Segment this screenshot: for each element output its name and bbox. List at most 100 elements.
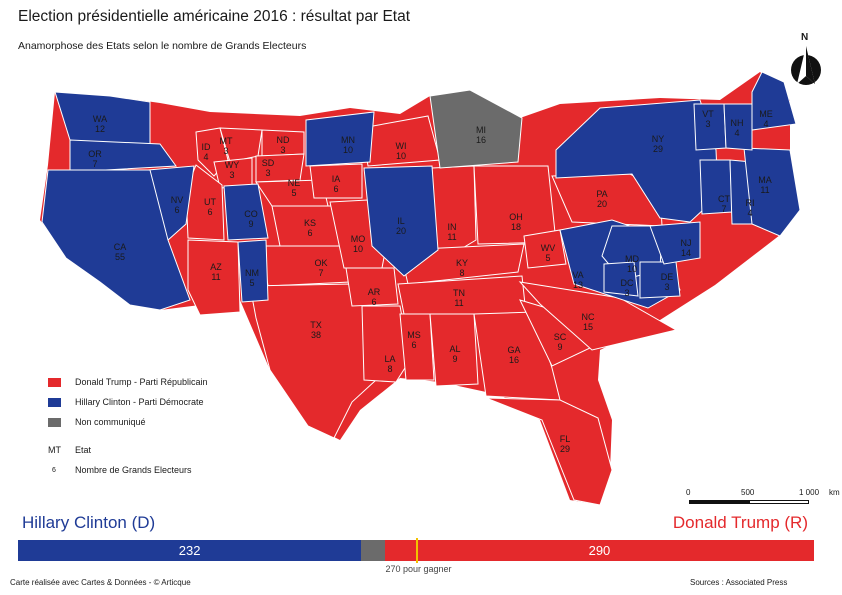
state-NC [518,281,678,351]
north-arrow-icon [791,46,821,85]
legend-dem-label: Hillary Clinton - Parti Démocrate [75,397,204,407]
state-code-MI: MI [476,125,486,135]
state-code-IN: IN [448,222,457,232]
state-ev-WI: 10 [396,151,406,161]
scale-bar: 0 500 1 000 km [686,488,842,528]
state-MI [429,89,523,169]
legend-ev: 6 Nombre de Grands Electeurs [48,460,208,480]
north-label: N [801,32,809,43]
map-title: Election présidentielle américaine 2016 … [18,8,411,25]
state-code-MA: MA [758,175,772,185]
state-code-PA: PA [596,189,607,199]
state-code-KS: KS [304,218,316,228]
state-ev-ME: 4 [763,119,768,129]
state-ev-OH: 18 [511,222,521,232]
state-code-NV: NV [171,195,184,205]
state-code-MS: MS [407,330,421,340]
state-ME [751,71,797,131]
state-code-WA: WA [93,114,107,124]
credit-text: Carte réalisée avec Cartes & Données - ©… [10,578,191,587]
state-ev-AL: 9 [452,354,457,364]
state-NH [723,103,753,151]
state-ev-ID: 4 [203,152,208,162]
state-TX [249,283,381,439]
state-ev-VT: 3 [705,119,710,129]
state-ev-WA: 12 [95,124,105,134]
state-code-AZ: AZ [210,262,222,272]
state-AR [345,267,399,307]
state-code-WY: WY [225,160,240,170]
state-code-UT: UT [204,197,216,207]
trump-votes-segment: 290 [384,540,814,561]
state-code-VA: VA [572,270,583,280]
state-code-OK: OK [314,258,327,268]
state-ev-WV: 5 [545,253,550,263]
map-subtitle: Anamorphose des Etats selon le nombre de… [18,40,307,52]
state-ev-WY: 3 [229,170,234,180]
state-ev-NE: 5 [291,188,296,198]
trump-name: Donald Trump (R) [672,513,808,532]
legend-state-code: MT [48,445,61,455]
state-MN [305,111,375,167]
clinton-name: Hillary Clinton (D) [22,513,156,532]
state-code-CT: CT [718,194,730,204]
state-code-NH: NH [731,118,744,128]
state-code-TN: TN [453,288,465,298]
scale-segment-1 [689,500,749,504]
scale-unit: km [829,488,840,497]
state-ev-AZ: 11 [211,272,220,282]
state-code-CA: CA [114,242,127,252]
state-NM [237,239,269,303]
legend-dem: Hillary Clinton - Parti Démocrate [48,392,208,412]
state-code-NY: NY [652,134,665,144]
legend-rep-swatch [48,377,61,387]
north-arrow: N [786,32,826,92]
state-ev-RI: 4 [747,208,752,218]
state-AL [429,313,479,387]
state-OR [69,139,177,173]
threshold-label: 270 pour gagner [385,564,452,574]
state-CT [699,159,733,215]
state-IL [363,165,439,277]
legend-ev-example: 6 [52,466,56,474]
state-code-AL: AL [449,344,460,354]
state-code-DC: DC [621,278,634,288]
state-code-SD: SD [262,158,275,168]
state-CA [41,169,191,311]
state-code-ME: ME [759,109,773,119]
scale-tick-500: 500 [741,488,755,497]
legend-state-label: Etat [75,445,92,455]
state-code-SC: SC [554,332,567,342]
state-ev-NC: 15 [583,322,593,332]
state-ev-MT: 3 [223,146,228,156]
state-ev-CA: 55 [115,252,125,262]
state-ev-FL: 29 [560,444,570,454]
state-ev-NH: 4 [734,128,739,138]
state-LA [361,305,411,383]
state-code-MD: MD [625,254,639,264]
state-code-MT: MT [220,136,233,146]
state-ev-MS: 6 [411,340,416,350]
state-ev-SC: 9 [557,342,562,352]
state-ev-NV: 6 [174,205,179,215]
state-MS [399,313,435,381]
state-code-FL: FL [560,434,571,444]
state-code-RI: RI [746,198,755,208]
state-ev-NM: 5 [249,278,254,288]
state-ev-NY: 29 [653,144,663,154]
state-ev-MO: 10 [353,244,363,254]
scale-tick-1000: 1 000 [799,488,820,497]
state-code-MO: MO [351,234,366,244]
state-FL [485,397,613,506]
state-ev-TX: 38 [311,330,321,340]
threshold-marker [416,538,419,563]
state-ev-LA: 8 [387,364,392,374]
state-code-WV: WV [541,243,556,253]
state-ev-DC: 3 [624,288,629,298]
electoral-vote-bar: 232 290 [18,540,814,561]
legend-rep-label: Donald Trump - Parti Républicain [75,377,208,387]
cartogram-map: WA12OR7CA55NV6ID4MT3WY3UT6AZ11CO9NM5ND3S… [40,71,801,506]
state-code-ID: ID [202,142,212,152]
state-ev-VA: 13 [573,280,583,290]
source-text: Sources : Associated Press [690,578,788,587]
